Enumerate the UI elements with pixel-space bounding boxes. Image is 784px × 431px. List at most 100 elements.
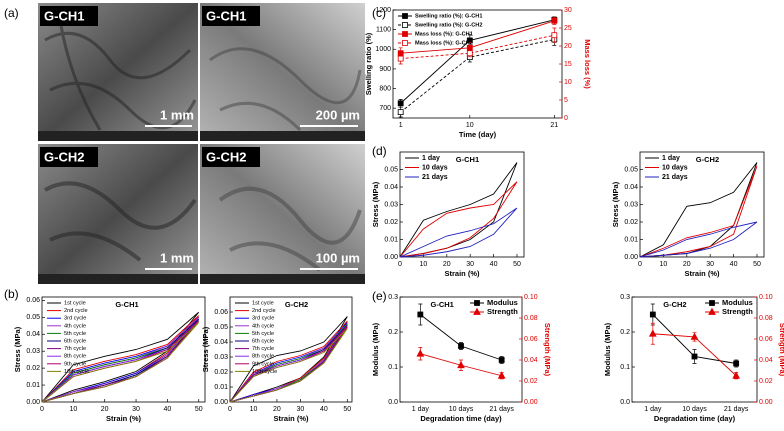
legend-label: 6th cycle <box>64 338 86 344</box>
legend-label: 5th cycle <box>252 331 274 337</box>
y-axis-label: Stress (MPa) <box>371 181 380 227</box>
legend-label: Mass loss (%): G-CH1 <box>415 31 473 37</box>
x-tick-label: 0 <box>40 406 44 413</box>
marker <box>733 360 740 367</box>
legend-label: 21 days <box>662 174 688 181</box>
legend-label: 7th cycle <box>252 346 274 352</box>
x-tick-label: 50 <box>343 406 351 413</box>
x-axis-label: Strain (%) <box>273 414 309 423</box>
sem-scale: 1 mm <box>160 250 194 265</box>
sem-label: G-CH1 <box>44 8 84 23</box>
legend-label: 10 days <box>422 164 448 171</box>
marker <box>458 343 464 349</box>
x-tick-label: 10 <box>419 261 427 268</box>
x-tick-label: 0 <box>638 261 642 268</box>
sem-image: G-CH2 1 mm <box>38 144 198 284</box>
legend-label: 10th cycle <box>252 369 277 375</box>
marker <box>397 109 404 116</box>
marker <box>709 300 715 306</box>
x-tick-label: 10 days <box>682 406 707 413</box>
sem-image: G-CH1 200 µm <box>200 3 365 141</box>
marker <box>457 360 465 369</box>
legend-label: 4th cycle <box>64 323 86 329</box>
x-axis-label: Degradation time (day) <box>654 414 736 423</box>
y2-tick-label: 0.10 <box>524 294 538 301</box>
series-line <box>399 181 518 258</box>
x-tick-label: 30 <box>132 406 140 413</box>
x-axis-label: Strain (%) <box>684 269 720 278</box>
legend-label: 8th cycle <box>252 354 274 360</box>
x-tick-label: 0 <box>398 261 402 268</box>
x-tick-label: 10 <box>659 261 667 268</box>
chart-title: G-CH1 <box>456 155 479 164</box>
x-tick-label: 30 <box>466 261 474 268</box>
y-tick-label: 900 <box>379 66 391 73</box>
series-line <box>400 34 555 60</box>
y-tick-label: 0.3 <box>620 294 630 301</box>
x-tick-label: 20 <box>443 261 451 268</box>
sem-label: G-CH1 <box>206 8 246 23</box>
x-tick-label: 10 <box>466 122 474 129</box>
legend-label: 1st cycle <box>64 300 86 306</box>
x-axis-label: Time (day) <box>459 130 497 139</box>
sem-image: G-CH2 100 µm <box>200 144 365 284</box>
x-axis-label: Strain (%) <box>444 269 480 278</box>
x-tick-label: 40 <box>490 261 498 268</box>
y-tick-label: 0.01 <box>384 236 398 243</box>
chart-title: G-CH2 <box>663 300 686 309</box>
y2-tick-label: 30 <box>564 7 572 14</box>
legend-label: 3rd cycle <box>64 316 86 322</box>
y2-tick-label: 0.10 <box>759 294 773 301</box>
y2-tick-label: 0.08 <box>759 315 773 322</box>
legend-label: 4th cycle <box>252 323 274 329</box>
y-tick-label: 0.03 <box>384 201 398 208</box>
y-tick-label: 700 <box>379 105 391 112</box>
y2-tick-label: 0.02 <box>759 378 773 385</box>
marker <box>474 300 480 306</box>
legend-label: 2nd cycle <box>252 308 276 314</box>
x-tick-label: 21 <box>550 122 558 129</box>
y-tick-label: 0.02 <box>384 219 398 226</box>
legend-label: 9th cycle <box>64 361 86 367</box>
series-line <box>229 328 348 403</box>
legend-label: 2nd cycle <box>64 308 88 314</box>
legend-label: Modulus <box>722 298 753 307</box>
legend-label: Swelling ratio (%): G-CH2 <box>415 22 482 28</box>
x-tick-label: 21 days <box>724 406 749 413</box>
legend-label: 7th cycle <box>64 346 86 352</box>
y2-axis-label: Mass loss (%) <box>583 39 592 89</box>
y2-tick-label: 0 <box>564 115 568 122</box>
series-line <box>41 311 200 403</box>
legend-label: 5th cycle <box>64 331 86 337</box>
y2-tick-label: 0.06 <box>524 336 538 343</box>
x-tick-label: 50 <box>513 261 521 268</box>
y2-tick-label: 0.04 <box>759 357 773 364</box>
x-tick-label: 40 <box>163 406 171 413</box>
y-tick-label: 0.04 <box>384 184 398 191</box>
y-tick-label: 0.00 <box>214 399 228 406</box>
x-axis-label: Degradation time (day) <box>420 414 502 423</box>
series-line <box>420 314 502 361</box>
marker <box>402 31 408 37</box>
y-tick-label: 0.05 <box>214 324 228 331</box>
marker <box>402 13 408 19</box>
sem-label: G-CH2 <box>44 149 84 164</box>
marker <box>649 311 656 318</box>
series-line <box>399 207 518 258</box>
x-tick-label: 10 days <box>449 406 474 413</box>
plot-frame <box>229 296 353 403</box>
panel-label: (a) <box>4 6 19 20</box>
panel-label: (b) <box>4 287 19 301</box>
legend-label: Strength <box>487 307 518 316</box>
chart-title: G-CH2 <box>696 155 719 164</box>
legend-label: Swelling ratio (%): G-CH1 <box>415 13 482 19</box>
y-tick-label: 0.02 <box>214 369 228 376</box>
sem-scale: 100 µm <box>316 250 360 265</box>
marker <box>497 371 506 379</box>
marker <box>498 357 505 363</box>
y-tick-label: 0.1 <box>620 364 630 371</box>
y-tick-label: 0.2 <box>620 329 630 336</box>
y-tick-label: 0.02 <box>26 365 40 372</box>
